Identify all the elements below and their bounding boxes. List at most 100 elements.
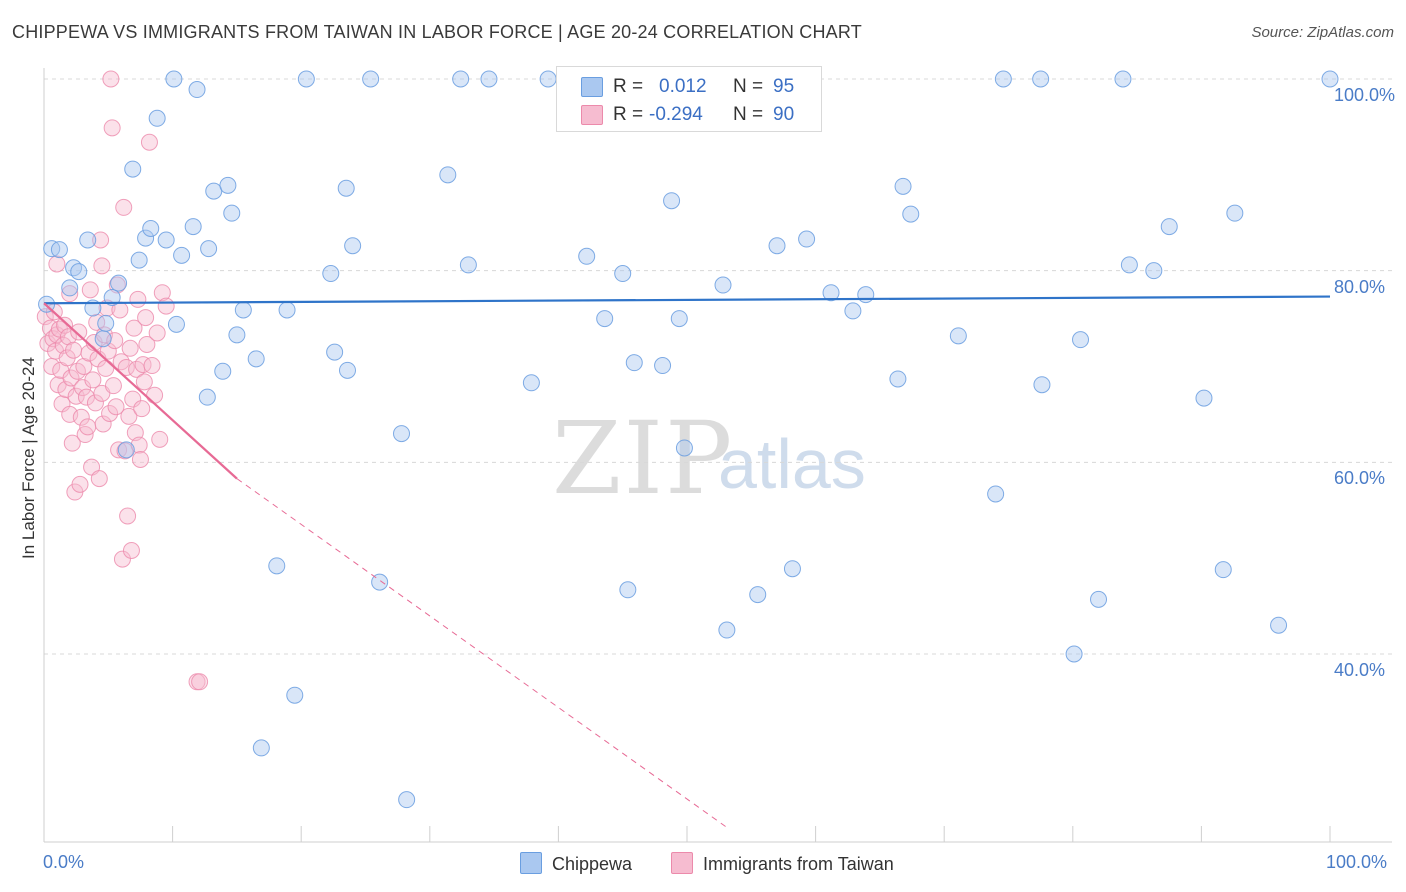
taiwan-point — [119, 507, 137, 525]
chippewa-point — [1321, 70, 1339, 88]
chippewa-point — [1072, 331, 1090, 349]
source-label: Source: ZipAtlas.com — [1251, 24, 1394, 41]
chippewa-point — [987, 485, 1005, 503]
taiwan-legend-swatch — [671, 852, 693, 874]
taiwan-point — [143, 357, 161, 375]
chippewa-point — [184, 218, 202, 236]
taiwan-point — [107, 398, 125, 416]
legend-row-taiwan: R = -0.294 N = 90 — [557, 99, 821, 129]
taiwan-point — [153, 284, 171, 302]
taiwan-point — [79, 418, 97, 436]
chippewa-point — [718, 621, 736, 639]
chippewa-point — [142, 220, 160, 237]
taiwan-trend-line — [43, 302, 238, 480]
chippewa-point — [219, 176, 237, 194]
chippewa-point — [1145, 262, 1163, 280]
chippewa-point — [338, 361, 356, 379]
chippewa-point — [97, 314, 115, 332]
taiwan-point — [99, 342, 117, 360]
chippewa-point — [326, 343, 344, 361]
legend-r-label: R = — [613, 104, 644, 125]
chippewa-point — [857, 286, 875, 304]
chippewa-point — [822, 284, 840, 302]
chippewa-point — [619, 581, 637, 599]
taiwan-point — [135, 373, 153, 391]
taiwan-point — [129, 290, 147, 308]
chippewa-point — [124, 160, 142, 178]
chippewa-point — [362, 70, 380, 88]
chippewa-point — [137, 229, 155, 247]
chippewa-point — [798, 230, 816, 248]
chippewa-point — [889, 370, 907, 388]
chippewa-point — [173, 246, 191, 264]
legend-n-label: N = — [733, 76, 764, 97]
taiwan-point — [104, 377, 122, 395]
legend-n-label: N = — [733, 104, 764, 125]
legend-n-value-taiwan: 90 — [773, 104, 795, 125]
trend-lines — [43, 295, 1331, 827]
chippewa-point — [522, 374, 540, 392]
chippewa-legend-swatch — [520, 852, 542, 874]
taiwan-point — [41, 319, 59, 337]
legend-r-label: R = — [613, 76, 644, 97]
legend-r-value-chippewa: 0.012 — [659, 76, 707, 97]
taiwan-point — [72, 408, 90, 426]
chippewa-point — [578, 247, 596, 265]
chippewa-point — [79, 231, 97, 249]
taiwan-point — [75, 358, 93, 375]
chippewa-point — [1270, 616, 1288, 634]
taiwan-point — [137, 309, 155, 327]
chippewa-point — [278, 301, 296, 319]
taiwan-point — [117, 358, 135, 376]
x-tick-label-min: 0.0% — [43, 852, 85, 872]
taiwan-point — [138, 335, 156, 353]
taiwan-point — [93, 257, 111, 275]
chippewa-point — [157, 231, 175, 249]
taiwan-point — [81, 281, 99, 299]
taiwan-swatch — [581, 105, 603, 125]
taiwan-point — [97, 359, 115, 377]
taiwan-point — [61, 285, 79, 303]
chippewa-point — [949, 327, 967, 345]
chippewa-points — [38, 70, 1339, 809]
chippewa-point — [654, 357, 672, 375]
chippewa-point — [198, 388, 216, 406]
chippewa-point — [1120, 256, 1138, 274]
taiwan-point — [125, 319, 143, 337]
chippewa-point — [234, 301, 252, 319]
y-tick-label: 100.0% — [1334, 85, 1396, 105]
chippewa-point — [252, 739, 270, 757]
chippewa-point — [214, 362, 232, 380]
taiwan-points — [36, 70, 209, 691]
taiwan-point — [62, 369, 80, 387]
chippewa-point — [1032, 70, 1050, 88]
chart-title: CHIPPEWA VS IMMIGRANTS FROM TAIWAN IN LA… — [12, 22, 862, 42]
taiwan-point — [63, 434, 81, 452]
chippewa-point — [247, 350, 265, 368]
y-tick-label: 80.0% — [1334, 276, 1386, 297]
chippewa-point — [844, 302, 862, 320]
chippewa-point — [371, 573, 389, 591]
taiwan-point — [146, 386, 164, 404]
chippewa-point — [768, 237, 786, 255]
chippewa-point — [148, 109, 166, 127]
chippewa-point — [894, 177, 912, 195]
chippewa-point — [268, 557, 286, 575]
chippewa-trend-line — [43, 295, 1331, 305]
chippewa-point — [459, 256, 477, 274]
chippewa-point — [539, 70, 557, 88]
chippewa-point — [1214, 561, 1232, 579]
chippewa-point — [286, 686, 304, 704]
chippewa-point — [117, 441, 135, 459]
taiwan-point — [103, 119, 121, 137]
chippewa-point — [1195, 389, 1213, 407]
chippewa-point — [167, 315, 185, 333]
chippewa-point — [714, 276, 732, 294]
y-tick-label: 60.0% — [1334, 468, 1386, 489]
chippewa-point — [670, 310, 688, 328]
chippewa-point — [223, 204, 241, 222]
chippewa-point — [783, 560, 801, 578]
taiwan-point — [70, 323, 88, 341]
taiwan-point — [151, 430, 169, 448]
